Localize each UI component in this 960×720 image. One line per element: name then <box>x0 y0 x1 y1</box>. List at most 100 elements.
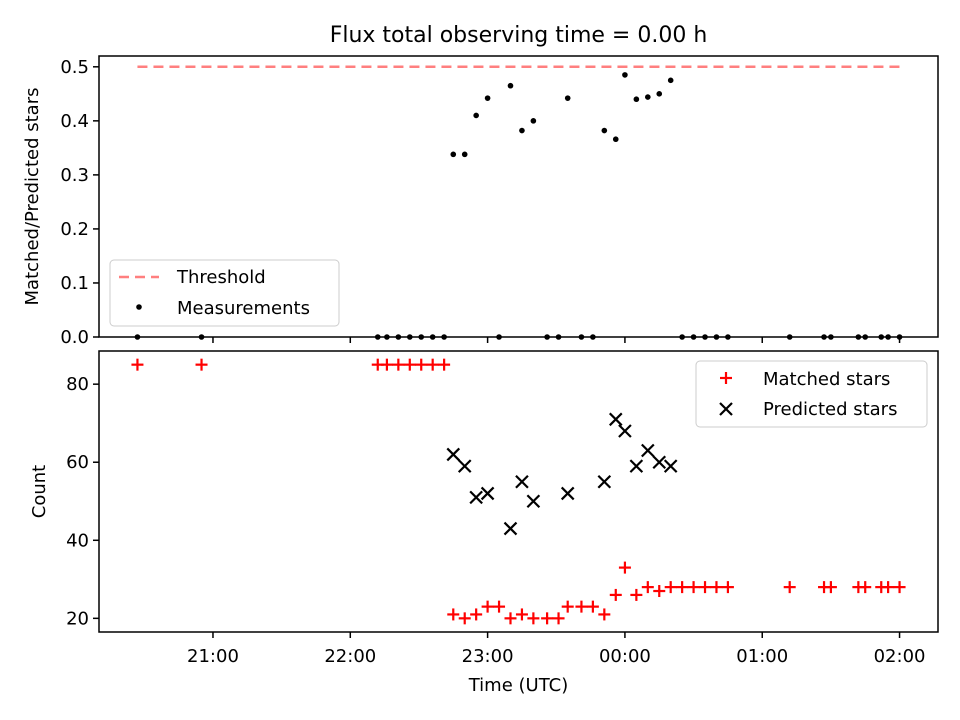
measurement-point <box>878 334 885 340</box>
measurement-point <box>862 334 869 340</box>
predicted-star-point <box>446 447 461 462</box>
measurement-point <box>429 334 436 340</box>
measurements-legend-label: Measurements <box>177 298 310 319</box>
matched-star-point <box>426 358 439 371</box>
measurement-point <box>406 334 413 340</box>
predicted-star-point <box>641 443 655 458</box>
measurement-point <box>690 334 697 340</box>
bottom-x-tick-label: 01:00 <box>736 646 788 667</box>
predicted-star-point <box>469 490 483 505</box>
bottom-legend-box <box>695 360 928 428</box>
measurement-point <box>484 95 491 101</box>
matched-star-point <box>195 358 208 371</box>
matched-star-point <box>710 581 723 594</box>
top-plot-frame <box>98 55 939 338</box>
measurement-point <box>555 334 562 340</box>
measurement-point <box>544 334 550 340</box>
bottom-y-tick-label: 80 <box>66 374 89 395</box>
top-legend-box <box>109 259 340 327</box>
top-y-tick-label: 0.3 <box>60 165 89 186</box>
measurement-point <box>395 334 402 340</box>
measurement-point <box>645 94 651 100</box>
measurement-point <box>134 334 141 340</box>
matched-star-point <box>561 600 574 613</box>
x-axis-label: Time (UTC) <box>468 675 569 696</box>
predicted-star-point <box>526 494 541 509</box>
bottom-x-tick-label: 22:00 <box>324 646 376 667</box>
bottom-y-axis-label: Count <box>29 465 50 518</box>
predicted-star-point <box>618 424 632 438</box>
predicted-star-point <box>597 474 612 489</box>
matched-star-point <box>586 600 599 613</box>
measurements-legend-marker <box>136 304 142 310</box>
measurement-point <box>725 334 731 340</box>
predicted-star-point <box>515 474 529 489</box>
measurement-point <box>633 96 640 103</box>
matched-star-point <box>447 608 460 621</box>
matched-star-point <box>664 581 677 594</box>
matched-star-point <box>882 581 895 594</box>
matched-star-point <box>699 581 712 594</box>
measurement-point <box>828 334 834 340</box>
top-y-tick-label: 0.5 <box>60 57 89 78</box>
top-axis: 0.0 0.1 0.2 0.3 0.4 0.5 <box>60 57 901 348</box>
predicted-stars-legend-label: Predicted stars <box>763 399 897 420</box>
measurement-point <box>786 334 793 340</box>
bottom-legend: Matched stars Predicted stars <box>695 360 928 428</box>
matched-star-point <box>721 581 734 594</box>
bottom-marks <box>131 358 906 625</box>
measurement-point <box>656 91 663 97</box>
measurement-point <box>821 334 827 340</box>
matched-star-point <box>415 358 428 371</box>
matched-star-point <box>504 612 517 625</box>
top-y-tick-label: 0.1 <box>60 273 89 294</box>
matched-star-point <box>515 608 528 621</box>
predicted-star-point <box>480 486 495 501</box>
matched-star-point <box>676 581 689 594</box>
predicted-star-point <box>503 521 518 536</box>
matched-star-point <box>859 581 872 594</box>
measurement-point <box>601 127 608 134</box>
matched-star-point <box>641 581 654 594</box>
measurement-point <box>564 95 571 101</box>
matched-star-point <box>458 612 471 625</box>
top-y-tick-label: 0.0 <box>60 327 89 348</box>
top-legend: Threshold Measurements <box>109 259 340 327</box>
predicted-star-point <box>608 412 623 427</box>
bottom-y-tick-label: 20 <box>66 608 89 629</box>
measurement-point <box>667 77 674 84</box>
bottom-y-tick-label: 40 <box>66 530 89 551</box>
matched-star-point <box>824 581 837 594</box>
matched-star-point <box>541 612 554 625</box>
measurement-point <box>885 334 891 340</box>
chart-title: Flux total observing time = 0.00 h <box>330 23 708 48</box>
measurement-point <box>896 334 903 340</box>
top-y-tick-label: 0.4 <box>60 111 89 132</box>
measurement-point <box>519 127 525 134</box>
matched-star-point <box>598 608 611 621</box>
measurement-point <box>198 334 205 340</box>
measurement-point <box>622 72 628 78</box>
measurement-point <box>473 112 479 119</box>
measurement-point <box>496 334 502 340</box>
measurement-point <box>374 334 381 340</box>
predicted-star-point <box>560 486 575 501</box>
measurement-point <box>530 118 537 124</box>
matched-star-point <box>403 358 416 371</box>
matched-star-point <box>470 608 483 621</box>
threshold-legend-label: Threshold <box>176 267 266 288</box>
matched-star-point <box>493 600 506 613</box>
measurement-point <box>702 334 708 340</box>
measurement-point <box>590 334 596 340</box>
matched-star-point <box>380 358 393 371</box>
matched-star-point <box>392 358 405 371</box>
bottom-plot-frame <box>98 350 939 633</box>
predicted-star-point <box>629 459 644 473</box>
measurement-point <box>461 151 468 158</box>
matched-star-point <box>630 588 643 601</box>
measurement-point <box>384 334 390 340</box>
measurement-point <box>418 334 425 340</box>
predicted-star-point <box>663 459 678 473</box>
